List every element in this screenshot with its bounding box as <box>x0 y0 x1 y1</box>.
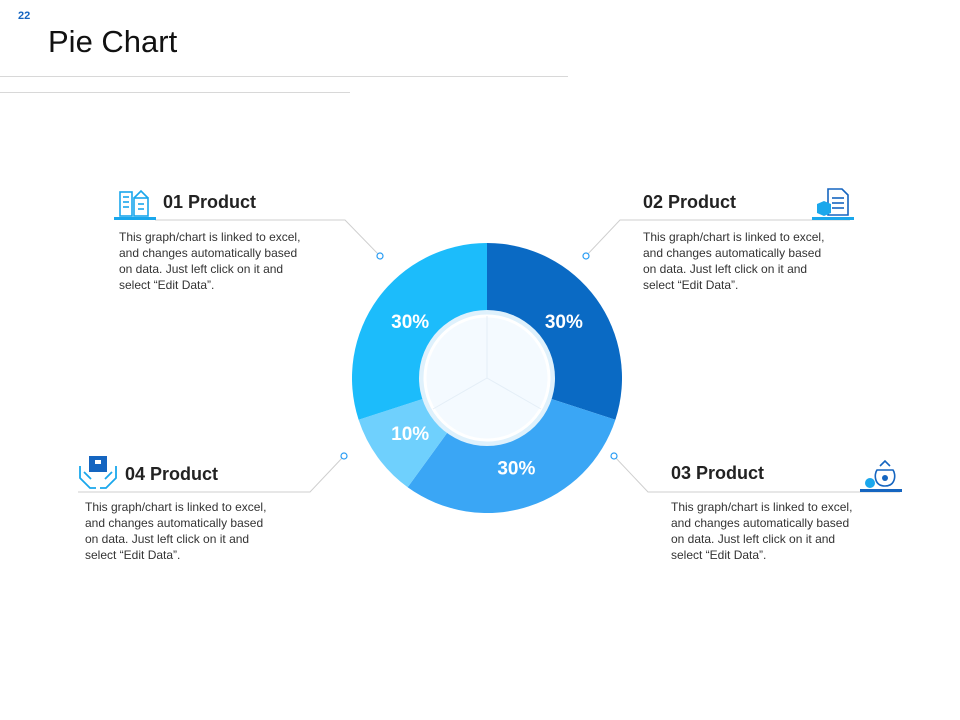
page-title: Pie Chart <box>48 24 178 59</box>
product-description: This graph/chart is linked to excel, and… <box>85 500 267 562</box>
product-description: This graph/chart is linked to excel, and… <box>643 230 825 292</box>
pie-slice-label-4: 30% <box>391 312 429 333</box>
product-description: This graph/chart is linked to excel, and… <box>671 500 853 562</box>
slide-number: 22 <box>18 10 31 22</box>
connector-dot-01 <box>376 252 384 260</box>
connector-01 <box>155 219 381 257</box>
product-description: This graph/chart is linked to excel, and… <box>119 230 301 292</box>
connector-lines <box>78 219 900 493</box>
connector-04 <box>78 455 345 493</box>
product-title: 01 Product <box>163 192 257 212</box>
slice-labels: 30% 30% 10% 30% <box>391 312 583 479</box>
hands-box-icon <box>78 454 118 489</box>
product-title: 04 Product <box>125 464 219 484</box>
donut-center <box>419 310 555 446</box>
title-divider-short <box>0 92 350 93</box>
product-title: 03 Product <box>671 463 765 483</box>
pie-slice-label-2: 30% <box>497 458 535 479</box>
connector-02 <box>585 219 850 257</box>
product-title: 02 Product <box>643 192 737 212</box>
connector-dot-04 <box>340 452 348 460</box>
money-bag-icon <box>860 458 902 492</box>
connector-03 <box>613 455 900 493</box>
document-box-icon <box>812 186 854 220</box>
pie-slice-2[interactable] <box>407 378 616 513</box>
connector-dot-02 <box>582 252 590 260</box>
title-divider <box>0 76 568 77</box>
connector-dots <box>340 252 618 460</box>
buildings-icon <box>114 186 156 220</box>
pie-slice-label-3: 10% <box>391 424 429 445</box>
pie-slice-label-1: 30% <box>545 312 583 333</box>
connector-dot-03 <box>610 452 618 460</box>
